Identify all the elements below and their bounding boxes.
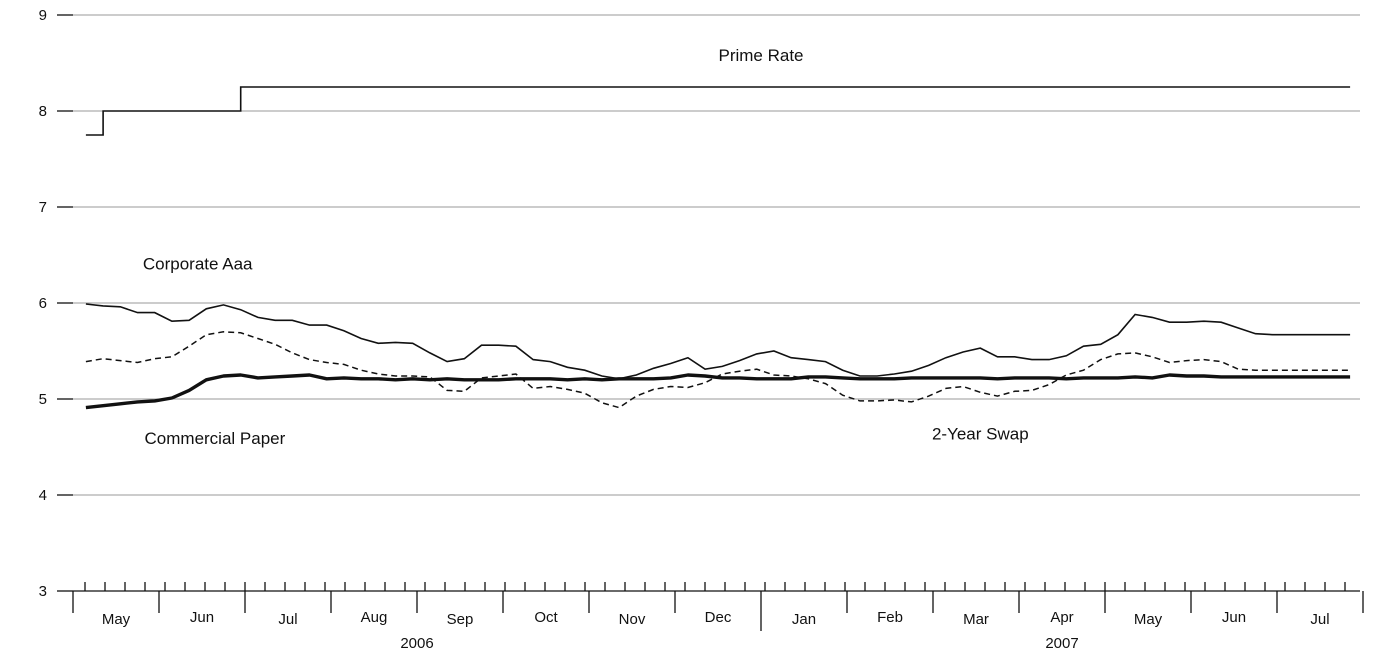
- x-tick-label-month: Apr: [1050, 609, 1073, 626]
- series-labels: Prime Rate Corporate Aaa Commercial Paper 2…: [143, 46, 1029, 448]
- x-tick-label-month: Jun: [190, 609, 214, 626]
- y-tick-label-6: 6: [39, 295, 47, 312]
- x-tick-label-month: Oct: [534, 609, 558, 626]
- y-tick-label-7: 7: [39, 199, 47, 216]
- y-tick-label-5: 5: [39, 391, 47, 408]
- x-tick-label-month: Aug: [361, 609, 388, 626]
- y-tick-label-3: 3: [39, 583, 47, 600]
- series-line-prime-rate: [85, 86, 1351, 136]
- series-label-prime-rate: Prime Rate: [718, 46, 803, 65]
- x-tick-label-month: Jul: [278, 611, 297, 628]
- x-tick-label-month: Nov: [619, 611, 646, 628]
- series-lines: [85, 86, 1351, 410]
- x-tick-label-month: Jul: [1310, 611, 1329, 628]
- x-tick-label-month: May: [1134, 611, 1163, 628]
- series-label-corporate-aaa: Corporate Aaa: [143, 254, 253, 273]
- series-label-commercial-paper: Commercial Paper: [145, 429, 286, 448]
- x-tick-label-month: Dec: [705, 609, 732, 626]
- x-tick-label-month: May: [102, 611, 131, 628]
- x-tick-label-month: Feb: [877, 609, 903, 626]
- x-tick-label-month: Jan: [792, 611, 816, 628]
- series-label-2-year-swap: 2-Year Swap: [932, 424, 1029, 443]
- x-tick-label-month: Mar: [963, 611, 989, 628]
- x-tick-label-month: Sep: [447, 611, 474, 628]
- y-tick-label-4: 4: [39, 487, 47, 504]
- axes: 3 4 5 6 7 8 9 May Jun Jul Aug Sep Oct Nov Dec Jan Feb Mar…: [39, 7, 1364, 652]
- x-year-label: 2007: [1045, 635, 1078, 652]
- y-tick-label-8: 8: [39, 103, 47, 120]
- y-tick-label-9: 9: [39, 7, 47, 24]
- series-line-corporate-aaa: [85, 303, 1351, 380]
- gridlines: [73, 14, 1360, 496]
- x-year-label: 2006: [400, 635, 433, 652]
- series-line-2-year-swap: [85, 331, 1351, 409]
- x-tick-label-month: Jun: [1222, 609, 1246, 626]
- series-line-commercial-paper: [85, 373, 1351, 410]
